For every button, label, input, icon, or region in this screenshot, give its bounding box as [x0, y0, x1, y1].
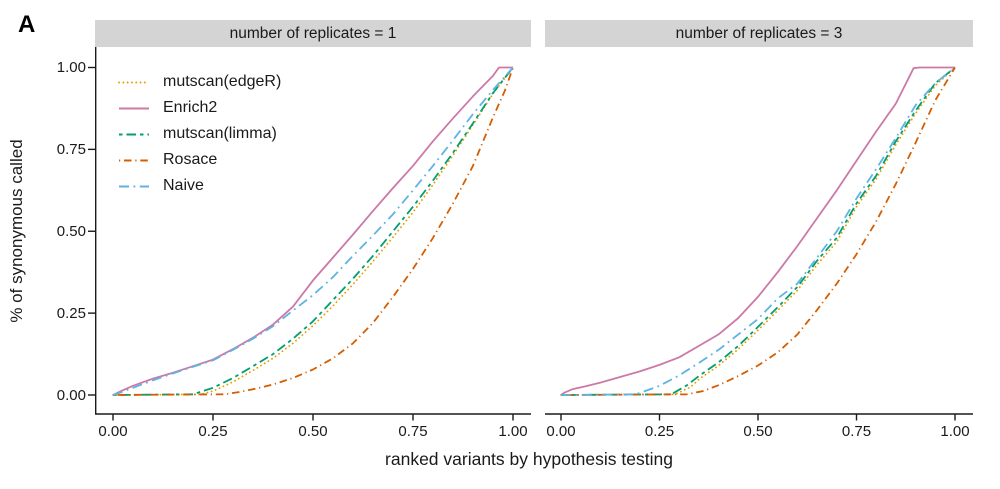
- legend-entry: Rosace: [118, 147, 281, 173]
- x-tick-label: 0.25: [644, 423, 675, 440]
- x-tick-label: 0.50: [298, 423, 328, 440]
- x-tick-label: 0.50: [743, 423, 773, 440]
- y-tick-label: 0.00: [56, 386, 86, 404]
- x-tick-label: 0.00: [546, 423, 576, 440]
- series-line-rosace: [112, 67, 514, 396]
- legend-entry-label: mutscan(edgeR): [163, 73, 282, 90]
- y-tick-label: 1.00: [56, 59, 86, 76]
- y-axis-title: % of synonymous called: [7, 139, 26, 323]
- legend-entry-label: Enrich2: [163, 99, 218, 116]
- series-line-enrich2: [560, 66, 955, 396]
- legend: mutscan(edgeR) Enrich2 mutscan(limma) Ro…: [118, 69, 281, 199]
- series-line-mutscan-edger-: [112, 66, 514, 396]
- y-tick-label: 0.50: [56, 222, 86, 240]
- legend-key-line-icon: [119, 107, 149, 110]
- x-tick-label: 1.00: [940, 423, 970, 440]
- x-tick-label: 1.00: [498, 423, 528, 440]
- figure-panel-label: A: [18, 11, 36, 38]
- series-line-rosace: [560, 67, 956, 396]
- legend-key-line-icon: [119, 159, 149, 162]
- series-line-enrich2: [112, 66, 513, 396]
- series-line-naive: [112, 66, 514, 396]
- y-tick-label: 0.75: [56, 140, 86, 158]
- facet-strip-replicates-1: number of replicates = 1: [95, 20, 531, 47]
- legend-entry: mutscan(limma): [118, 121, 281, 147]
- x-tick-label: 0.00: [98, 423, 128, 440]
- facet-strip-replicates-3: number of replicates = 3: [545, 20, 973, 47]
- legend-key-line-icon: [119, 185, 149, 188]
- x-tick-label: 0.25: [198, 423, 228, 440]
- series-line-naive: [560, 66, 956, 396]
- legend-key-line-icon: [119, 133, 149, 136]
- series-line-mutscan-limma-: [112, 66, 514, 396]
- series-line-mutscan-edger-: [560, 66, 956, 396]
- legend-entry: Enrich2: [118, 95, 281, 121]
- legend-entry-label: Naive: [163, 177, 204, 194]
- plot-panel-replicates-3: [545, 66, 973, 421]
- plot-panel-replicates-1: [88, 47, 531, 421]
- legend-entry: mutscan(edgeR): [118, 69, 281, 95]
- legend-entry-label: mutscan(limma): [163, 125, 277, 142]
- series-line-mutscan-limma-: [560, 66, 956, 396]
- legend-entry: Naive: [118, 173, 281, 199]
- x-tick-label: 0.75: [841, 423, 872, 440]
- x-axis-title: ranked variants by hypothesis testing: [385, 449, 673, 469]
- legend-key-line-icon: [118, 81, 150, 84]
- legend-entry-label: Rosace: [163, 151, 218, 168]
- y-tick-label: 0.25: [56, 304, 86, 322]
- x-tick-label: 0.75: [398, 423, 428, 440]
